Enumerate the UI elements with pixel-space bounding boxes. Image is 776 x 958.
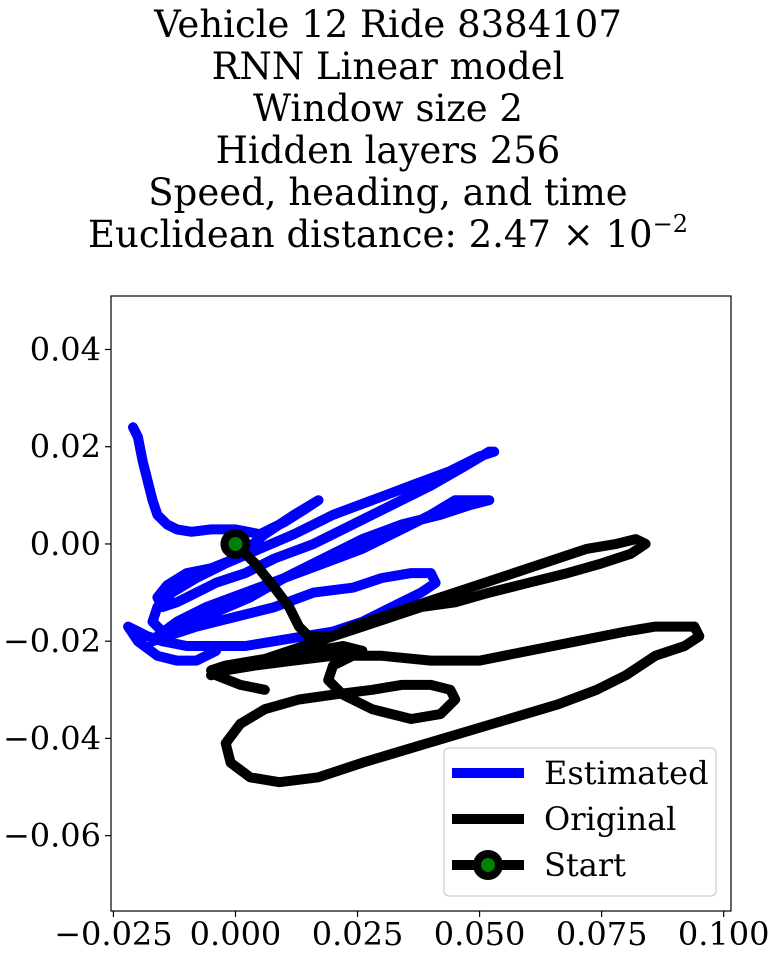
legend-label-estimated: Estimated [544,754,709,792]
plot-frame [110,295,732,912]
x-tick-label: 0.075 [556,915,648,953]
title-line-metric: Euclidean distance: 2.47 × 10−2 [0,212,776,256]
series-line-original [206,534,705,788]
y-tick-label: −0.06 [3,817,101,855]
title-line-1: Vehicle 12 Ride 8384107 [154,3,622,46]
y-tick-label: −0.04 [3,719,101,757]
title-line-2: RNN Linear model [211,45,565,88]
title-line-3: Window size 2 [253,87,523,130]
y-tick-label: 0.02 [30,428,101,466]
ticks-layer: −0.025 0.000 0.025 0.050 0.075 0.100 0.04 0.02 0… [3,330,770,953]
x-tick-label: 0.025 [312,915,404,953]
metric-text: Euclidean distance: 2.47 × 10 [88,213,653,256]
legend-label-original: Original [544,800,676,838]
chart-title: Vehicle 12 Ride 8384107 RNN Linear model… [0,4,776,256]
legend-label-start: Start [544,846,626,884]
legend-start-marker [473,850,503,880]
legend: Estimated Original Start [443,747,717,897]
x-tick-label: 0.000 [190,915,282,953]
metric-exponent: −2 [652,210,688,238]
y-tick-label: 0.00 [30,525,101,563]
x-tick-label: −0.025 [54,915,172,953]
title-line-5: Speed, heading, and time [148,171,628,214]
series-line-estimated [123,422,500,666]
series-layer [123,422,705,788]
start-marker [220,528,251,559]
y-tick-label: 0.04 [30,330,101,368]
y-tick-label: −0.02 [3,622,101,660]
x-tick-label: 0.050 [434,915,526,953]
x-tick-label: 0.100 [678,915,770,953]
legend-box [443,747,717,897]
title-line-4: Hidden layers 256 [215,129,561,172]
